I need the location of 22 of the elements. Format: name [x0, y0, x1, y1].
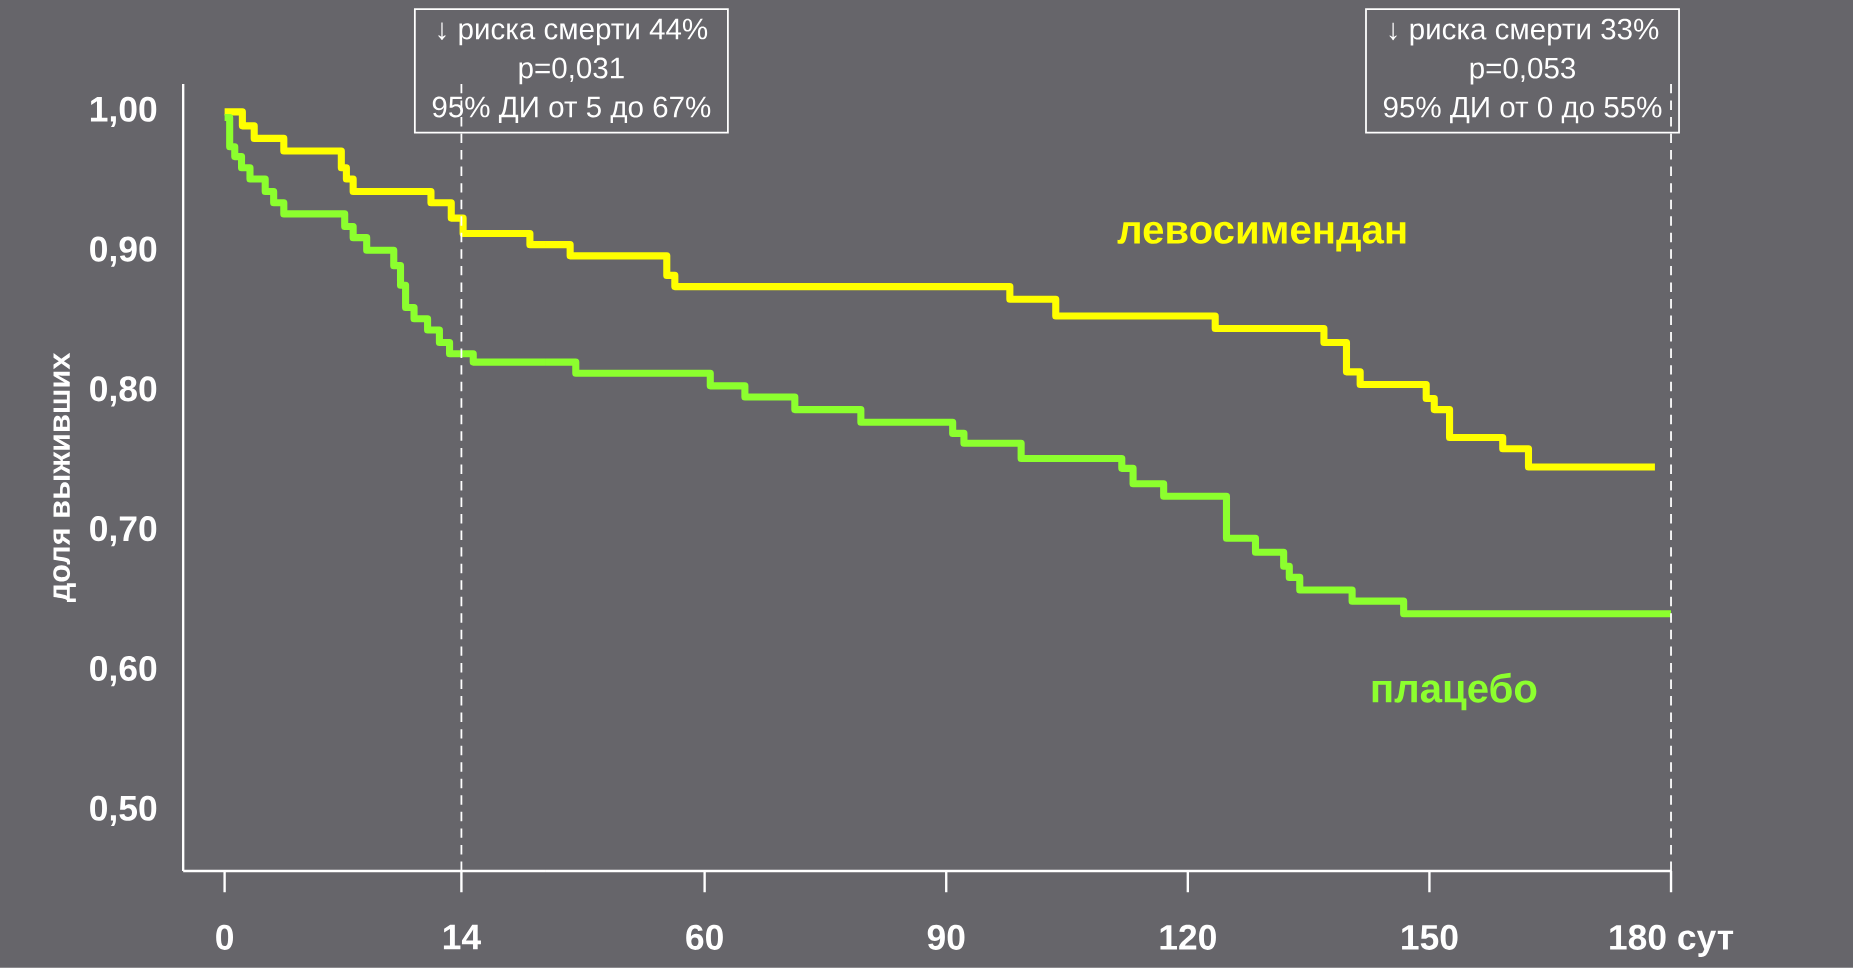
y-tick-label: 0,90 [90, 236, 157, 267]
y-tick-label: 1,00 [90, 96, 157, 128]
y-axis-title: доля выживших [53, 352, 76, 603]
y-tick-label: 0,50 [90, 795, 157, 827]
text: ↓ риска смерти 44% [438, 18, 708, 46]
annotation: p=0,053 [1470, 57, 1575, 85]
y-tick-label: 0,60 [90, 655, 157, 687]
y-tick-label: 0,70 [90, 516, 157, 547]
x-tick-label: 0 [216, 924, 234, 950]
series-label: левосимендан [1117, 221, 1406, 252]
x-tick-label: 60 [686, 924, 723, 950]
x-tick-label: 150 [1402, 924, 1458, 950]
annotation: 95% ДИ от 0 до 55% [1383, 96, 1662, 124]
x-tick-label: 90 [927, 924, 965, 950]
x-tick-label: 14 [443, 924, 481, 950]
series-label: плацебо [1372, 672, 1537, 711]
x-tick-label: 120 [1160, 924, 1216, 950]
text: ↓ риска смерти 33% [1389, 18, 1659, 46]
x-tick-label: 180 сут [1610, 924, 1734, 957]
annotation: p=0,031 [519, 57, 624, 85]
annotation: 95% ДИ от 5 до 67% [432, 96, 711, 124]
y-tick-label: 0,80 [90, 376, 157, 407]
